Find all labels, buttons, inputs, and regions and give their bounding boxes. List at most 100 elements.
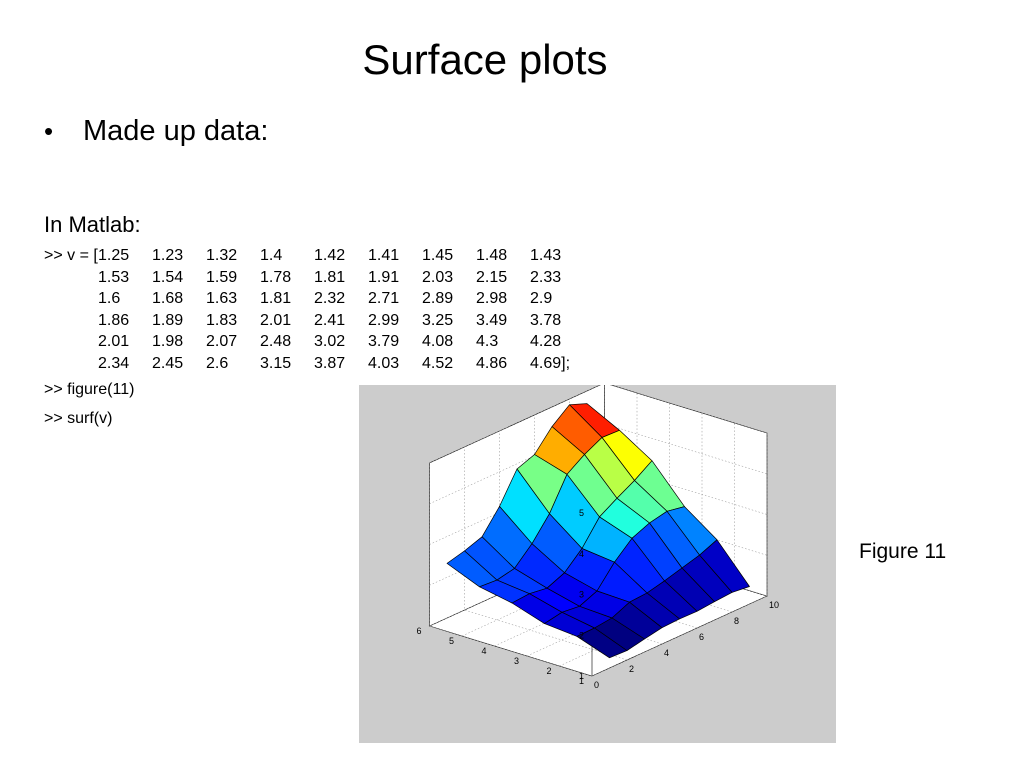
matrix-cell: 2.01 <box>260 311 292 329</box>
matrix-cell: 2.03 <box>422 268 454 286</box>
matrix-cell: 4.08 <box>422 333 454 350</box>
matrix-cell: 3.02 <box>314 333 346 350</box>
matrix-cell: 1.98 <box>152 333 184 350</box>
matrix-cell: 1.78 <box>260 268 292 286</box>
grid-line <box>429 385 768 464</box>
y-tick-label: 2 <box>546 666 551 676</box>
matrix-cell: 1.41 <box>368 247 400 264</box>
matrix-cell: 1.32 <box>206 247 238 264</box>
figure-window: 1 2 3 4 5 0 2 4 6 8 10 1 2 3 4 5 6 <box>359 385 836 743</box>
matrix-cell: 2.41 <box>314 311 346 329</box>
matrix-cell: 2.07 <box>206 333 238 350</box>
matrix-cell: 4.52 <box>422 354 454 372</box>
matrix-cell: 1.89 <box>152 311 184 329</box>
matrix-cell: 1.25 <box>98 247 130 264</box>
section-heading: In Matlab: <box>44 212 141 237</box>
grid-line <box>429 463 593 677</box>
matrix-cell: 4.69]; <box>530 354 571 372</box>
grid-line <box>429 423 768 505</box>
x-tick-label: 2 <box>629 664 634 674</box>
matrix-cell: 1.23 <box>152 247 184 264</box>
surf-command: >> surf(v) <box>44 410 113 427</box>
matrix-cell: 2.89 <box>422 290 454 307</box>
matrix-cell: 3.87 <box>314 354 346 372</box>
matrix-cell: 2.01 <box>98 333 130 350</box>
matrix-cell: 1.42 <box>314 247 346 264</box>
matrix-cell: 1.91 <box>368 268 400 286</box>
figure-command: >> figure(11) <box>44 381 135 398</box>
matrix-cell: 1.86 <box>98 311 130 329</box>
matrix-cell: 4.3 <box>476 333 499 350</box>
matrix-cell: 1.45 <box>422 247 454 264</box>
matrix-cell: 2.33 <box>530 268 562 286</box>
y-tick-label: 1 <box>579 676 584 686</box>
y-tick-label: 6 <box>416 626 421 636</box>
matrix-cell: 4.28 <box>530 333 562 350</box>
y-tick-label: 3 <box>514 656 519 666</box>
x-tick-label: 10 <box>769 600 779 610</box>
matrix-cell: 2.6 <box>206 354 229 372</box>
matrix-row: 1.6 1.68 1.63 1.81 2.32 2.71 2.89 2.98 2.9 <box>44 288 584 310</box>
matrix-cell: 2.45 <box>152 354 184 372</box>
bullet-item: • Made up data: <box>44 115 268 148</box>
z-tick-label: 1 <box>579 671 584 681</box>
code-prefix <box>44 267 98 289</box>
matrix-row: 1.86 1.89 1.83 2.01 2.41 2.99 3.25 3.49 3.78 <box>44 310 584 332</box>
matrix-cell: 1.53 <box>98 268 130 286</box>
matrix-cell: 2.9 <box>530 290 553 307</box>
code-prefix <box>44 310 98 332</box>
code-prefix <box>44 288 98 310</box>
matrix-code-block: >> v = [1.25 1.23 1.32 1.4 1.42 1.41 1.45 1.48 1… <box>44 245 584 374</box>
matrix-cell: 2.48 <box>260 333 292 350</box>
matrix-cell: 2.34 <box>98 354 130 372</box>
matrix-cell: 3.49 <box>476 311 508 329</box>
matrix-row: 2.34 2.45 2.6 3.15 3.87 4.03 4.52 4.86 4.69]; <box>44 353 584 375</box>
grid-line <box>429 464 768 545</box>
matrix-row: 1.53 1.54 1.59 1.78 1.81 1.91 2.03 2.15 2.33 <box>44 267 584 289</box>
matrix-cell: 1.63 <box>206 290 238 307</box>
matrix-cell: 1.68 <box>152 290 184 307</box>
matrix-cell: 1.83 <box>206 311 238 329</box>
figure-caption: Figure 11 <box>859 540 947 563</box>
x-tick-label: 6 <box>699 632 704 642</box>
grid-line <box>591 433 768 677</box>
surface-patch <box>576 627 628 659</box>
matrix-cell: 1.4 <box>260 247 283 264</box>
matrix-cell: 1.6 <box>98 290 121 307</box>
matrix-cell: 1.81 <box>260 290 292 307</box>
matrix-cell: 2.71 <box>368 290 400 307</box>
matrix-cell: 2.98 <box>476 290 508 307</box>
y-tick-label: 5 <box>449 636 454 646</box>
code-prefix: >> v = [ <box>44 247 98 264</box>
z-tick-label: 2 <box>579 630 584 640</box>
matrix-cell: 3.15 <box>260 354 292 372</box>
matrix-cell: 1.59 <box>206 268 238 286</box>
x-tick-label: 8 <box>734 616 739 626</box>
matrix-cell: 1.43 <box>530 247 562 264</box>
x-tick-label: 4 <box>664 648 669 658</box>
matrix-row: 2.01 1.98 2.07 2.48 3.02 3.79 4.08 4.3 4.28 <box>44 331 584 353</box>
matrix-cell: 2.15 <box>476 268 508 286</box>
y-tick-label: 4 <box>481 646 486 656</box>
x-tick-label: 0 <box>594 680 599 690</box>
matrix-cell: 1.54 <box>152 268 184 286</box>
matrix-cell: 1.48 <box>476 247 508 264</box>
z-tick-label: 5 <box>579 508 584 518</box>
matrix-cell: 2.32 <box>314 290 346 307</box>
code-prefix <box>44 353 98 375</box>
matrix-cell: 4.03 <box>368 354 400 372</box>
code-prefix <box>44 331 98 353</box>
bullet-icon: • <box>44 116 54 146</box>
matrix-row: >> v = [1.25 1.23 1.32 1.4 1.42 1.41 1.45 1.48 1… <box>44 245 584 267</box>
matrix-cell: 3.78 <box>530 311 562 329</box>
z-tick-label: 4 <box>579 549 584 559</box>
matrix-cell: 1.81 <box>314 268 346 286</box>
z-tick-label: 3 <box>579 590 584 600</box>
bullet-text: Made up data: <box>83 115 269 147</box>
matrix-cell: 3.25 <box>422 311 454 329</box>
matrix-cell: 2.99 <box>368 311 400 329</box>
matrix-cell: 4.86 <box>476 354 508 372</box>
slide-title: Surface plots <box>362 36 608 83</box>
matrix-cell: 3.79 <box>368 333 400 350</box>
